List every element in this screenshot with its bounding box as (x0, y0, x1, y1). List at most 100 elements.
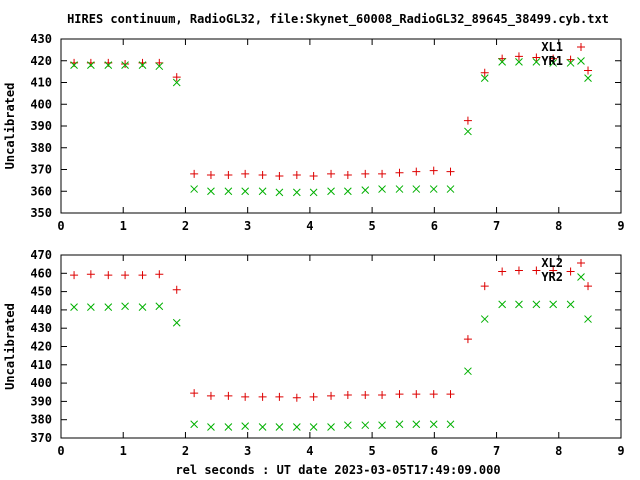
data-point-xl1 (480, 68, 489, 77)
data-point-xl2 (361, 390, 370, 399)
data-point-xl1 (343, 170, 352, 179)
data-point-yr2 (224, 423, 233, 431)
data-point-yr2 (309, 423, 318, 431)
data-point-yr1 (515, 57, 523, 66)
y-tick-label: 390 (30, 394, 52, 408)
data-point-yr2 (121, 302, 129, 311)
y-tick-label: 420 (30, 54, 52, 68)
top-panel: 0 1 2 3 4 5 6 7 8 9 350 360 370 380 390 400 410 420 430 Unc… (3, 32, 625, 233)
y-axis-label: Uncalibrated (3, 303, 17, 390)
x-tick-label: 7 (493, 219, 500, 233)
x-tick-label: 8 (555, 444, 562, 458)
legend-marker (577, 273, 585, 281)
data-point-yr1 (378, 185, 386, 193)
data-point-xl2 (395, 390, 404, 399)
x-tick-label: 1 (120, 444, 127, 458)
legend-label: XL1 (541, 40, 563, 54)
legend-label: YR1 (541, 54, 563, 68)
plot-frame (60, 254, 622, 439)
x-tick-label: 0 (57, 219, 64, 233)
data-point-xl1 (327, 169, 336, 178)
data-point-xl2 (138, 271, 147, 280)
x-tick-label: 1 (120, 219, 127, 233)
y-tick-label: 430 (30, 321, 52, 335)
data-point-yr1 (532, 57, 541, 66)
y-axis-label: Uncalibrated (3, 83, 17, 170)
data-point-xl2 (275, 392, 284, 401)
data-point-xl1 (429, 166, 438, 175)
data-point-yr1 (172, 78, 181, 87)
data-point-xl1 (446, 167, 455, 176)
x-tick-label: 9 (617, 444, 624, 458)
y-tick-label: 380 (30, 413, 52, 427)
data-point-xl1 (241, 169, 250, 178)
x-tick-label: 5 (368, 219, 375, 233)
data-point-yr2 (343, 421, 352, 430)
data-point-yr2 (104, 303, 113, 312)
x-tick-label: 5 (368, 444, 375, 458)
data-point-yr1 (155, 62, 164, 71)
data-point-xl1 (463, 116, 472, 125)
data-point-yr2 (532, 300, 541, 309)
data-point-xl2 (343, 390, 352, 399)
y-tick-label: 360 (30, 184, 52, 198)
data-point-xl2 (172, 285, 181, 294)
y-tick-label: 400 (30, 376, 52, 390)
data-point-yr1 (343, 187, 352, 196)
data-point-yr1 (327, 187, 335, 196)
data-point-yr1 (480, 74, 489, 83)
data-point-yr2 (378, 421, 386, 430)
data-point-xl2 (480, 282, 489, 291)
data-point-xl1 (412, 167, 421, 176)
x-tick-label: 4 (306, 444, 313, 458)
legend-marker (577, 43, 585, 51)
x-tick-label: 7 (493, 444, 500, 458)
data-point-xl1 (190, 169, 199, 178)
data-point-xl1 (172, 73, 181, 82)
x-tick-label: 9 (617, 219, 624, 233)
data-point-yr2 (207, 423, 215, 431)
data-point-xl2 (155, 270, 164, 279)
x-tick-label: 3 (244, 219, 251, 233)
data-point-yr1 (104, 61, 113, 69)
data-point-xl2 (121, 271, 130, 280)
x-tick-label: 2 (182, 219, 189, 233)
y-tick-label: 400 (30, 97, 52, 111)
y-tick-label: 440 (30, 303, 52, 317)
data-point-yr1 (429, 185, 438, 193)
data-point-yr1 (121, 61, 129, 69)
data-point-xl2 (446, 390, 455, 399)
data-point-xl2 (566, 267, 575, 276)
data-point-yr1 (138, 61, 147, 69)
data-point-xl2 (327, 391, 336, 400)
data-point-xl2 (378, 390, 387, 399)
x-tick-label: 2 (182, 444, 189, 458)
legend-label: XL2 (541, 256, 563, 270)
data-point-yr2 (361, 421, 370, 430)
data-point-yr2 (584, 315, 592, 323)
data-point-yr2 (241, 422, 250, 430)
data-point-xl1 (549, 54, 558, 63)
data-point-yr1 (446, 185, 455, 193)
data-point-yr2 (327, 423, 335, 431)
data-point-xl2 (190, 389, 199, 398)
y-tick-label: 430 (30, 32, 52, 46)
y-tick-label: 380 (30, 141, 52, 155)
data-point-yr2 (258, 423, 267, 431)
data-point-xl1 (532, 53, 541, 62)
data-point-xl1 (361, 169, 370, 178)
data-point-yr1 (292, 188, 301, 197)
data-point-yr2 (138, 303, 147, 312)
data-point-xl2 (206, 391, 215, 400)
data-point-xl2 (584, 282, 593, 291)
data-point-yr1 (395, 185, 404, 193)
data-point-yr1 (70, 61, 78, 69)
data-point-xl2 (412, 390, 421, 399)
x-tick-label: 0 (57, 444, 64, 458)
x-tick-label: 6 (431, 444, 438, 458)
data-point-xl2 (70, 271, 79, 280)
data-point-yr1 (87, 61, 95, 69)
data-point-yr1 (207, 187, 215, 196)
data-point-xl1 (275, 172, 284, 181)
